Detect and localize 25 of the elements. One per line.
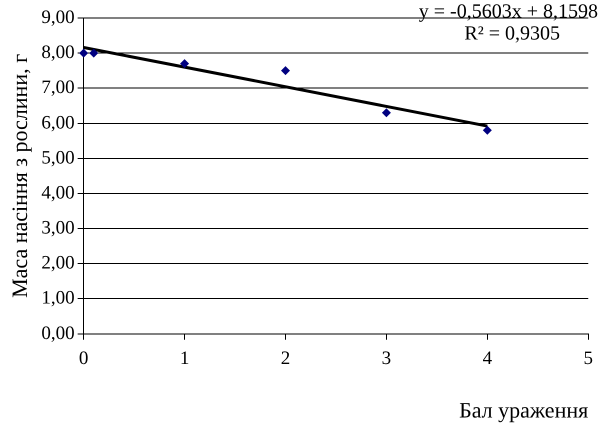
y-tick-label: 6,00 — [41, 112, 75, 134]
point — [382, 108, 391, 118]
x-tick-label: 2 — [280, 348, 290, 370]
x-tick-label: 0 — [78, 348, 88, 370]
x-axis-title: Бал ураження — [459, 398, 588, 423]
annotation: y = -0,5603x + 8,1598 — [418, 0, 598, 22]
point — [180, 59, 190, 68]
y-tick-label: 0,00 — [41, 322, 75, 344]
point — [482, 126, 492, 135]
y-axis-title: Маса насіння з рослини, г — [6, 54, 32, 298]
point — [89, 48, 98, 58]
annotation: R² = 0,9305 — [464, 22, 560, 44]
y-tick-label: 3,00 — [41, 218, 75, 239]
y-tick-label: 9,00 — [41, 6, 75, 28]
x-tick-label: 5 — [584, 348, 593, 370]
point — [280, 66, 290, 76]
y-tick-label: 5,00 — [41, 147, 75, 168]
y-tick-label: 1,00 — [41, 288, 75, 309]
y-tick-label: 2,00 — [41, 252, 75, 274]
x-tick-label: 4 — [482, 348, 493, 370]
x-tick-label: 3 — [382, 348, 392, 370]
y-tick-label: 7,00 — [41, 77, 75, 98]
x-tick-label: 1 — [180, 348, 190, 370]
y-tick-label: 8,00 — [41, 42, 75, 64]
y-tick-label: 4,00 — [41, 182, 75, 204]
